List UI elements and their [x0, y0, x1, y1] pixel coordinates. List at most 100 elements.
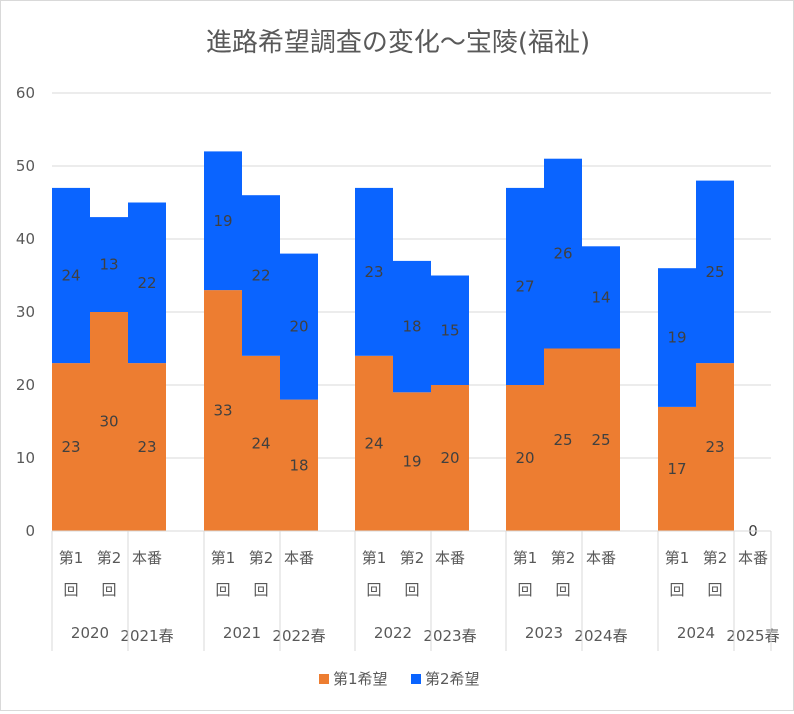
- data-label-first-choice: 18: [289, 456, 308, 474]
- x-tick-label: 回: [101, 581, 116, 599]
- group-spring-label: 2023春: [423, 627, 476, 645]
- data-label-first-choice: 23: [61, 438, 80, 456]
- y-tick-label: 30: [16, 303, 35, 321]
- bar-first-choice: [280, 399, 318, 531]
- legend-swatch: [319, 674, 329, 684]
- group-spring-label: 2021春: [120, 627, 173, 645]
- data-label-second-choice: 19: [667, 329, 686, 347]
- x-tick-label: 第1: [665, 549, 690, 567]
- bar-second-choice: [280, 253, 318, 400]
- data-label-first-choice: 25: [591, 431, 610, 449]
- y-tick-label: 0: [25, 522, 35, 540]
- group-label: 2024: [677, 624, 715, 642]
- bar-first-choice: [128, 363, 166, 531]
- data-label-first-choice: 24: [364, 434, 383, 452]
- bar-second-choice: [696, 180, 734, 364]
- bar-second-choice: [242, 195, 280, 356]
- group-spring-label: 2024春: [574, 627, 627, 645]
- legend-label: 第2希望: [425, 670, 480, 688]
- bar-second-choice: [393, 260, 431, 393]
- bar-first-choice: [393, 392, 431, 531]
- data-label-second-choice: 22: [251, 267, 270, 285]
- bar-second-choice: [204, 151, 242, 291]
- bar-first-choice: [544, 348, 582, 531]
- bar-second-choice: [544, 158, 582, 349]
- data-label-first-choice: 23: [137, 438, 156, 456]
- x-tick-label: 第2: [97, 549, 122, 567]
- data-label-first-choice: 20: [440, 449, 459, 467]
- x-tick-label: 本番: [284, 549, 314, 567]
- bar-first-choice: [52, 363, 90, 531]
- x-tick-label: 回: [404, 581, 419, 599]
- bar-second-choice: [128, 202, 166, 364]
- data-label-second-choice: 20: [289, 318, 308, 336]
- bar-first-choice: [506, 385, 544, 531]
- data-label-second-choice: 26: [553, 245, 572, 263]
- x-tick-label: 第1: [211, 549, 236, 567]
- x-tick-label: 第2: [400, 549, 425, 567]
- y-axis-tick-labels: 0 10 20 30 40 50 60: [16, 84, 35, 540]
- data-label-first-choice: 20: [515, 449, 534, 467]
- legend-label: 第1希望: [333, 670, 388, 688]
- x-tick-label: 回: [707, 581, 722, 599]
- group-label: 2022: [374, 624, 412, 642]
- x-tick-label: 回: [63, 581, 78, 599]
- data-label-first-choice: 23: [705, 438, 724, 456]
- bar-first-choice: [696, 363, 734, 531]
- bar-first-choice: [582, 348, 620, 531]
- x-tick-label: 第1: [513, 549, 538, 567]
- bar-second-choice: [355, 187, 393, 356]
- group-spring-label: 2022春: [272, 627, 325, 645]
- data-label-first-choice: 30: [99, 413, 118, 431]
- group-label: 2020: [71, 624, 109, 642]
- x-tick-label: 本番: [586, 549, 616, 567]
- bar-second-choice: [52, 187, 90, 364]
- x-tick-label: 回: [366, 581, 381, 599]
- x-tick-label: 第2: [703, 549, 728, 567]
- y-tick-label: 60: [16, 84, 35, 102]
- bar-second-choice: [506, 187, 544, 385]
- y-tick-label: 40: [16, 230, 35, 248]
- group-label: 2023: [525, 624, 563, 642]
- data-label-second-choice: 15: [440, 321, 459, 339]
- data-label-second-choice: 24: [61, 267, 80, 285]
- group-label: 2021: [223, 624, 261, 642]
- data-label-second-choice: 25: [705, 263, 724, 281]
- bar-first-choice: [658, 406, 696, 531]
- x-tick-label: 第1: [362, 549, 387, 567]
- data-label-second-choice: 23: [364, 263, 383, 281]
- data-label-second-choice: 19: [213, 212, 232, 230]
- bar-first-choice: [355, 355, 393, 531]
- data-label-first-choice: 24: [251, 434, 270, 452]
- data-label-first-choice: 25: [553, 431, 572, 449]
- data-label-first-choice: 33: [213, 402, 232, 420]
- x-tick-label: 回: [555, 581, 570, 599]
- data-label-second-choice: 13: [99, 256, 118, 274]
- bar-second-choice: [90, 217, 128, 312]
- bar-first-choice: [431, 385, 469, 531]
- bar-second-choice: [582, 246, 620, 349]
- x-tick-label: 第1: [59, 549, 84, 567]
- data-label-second-choice: 14: [591, 288, 610, 306]
- data-label-first-choice: 19: [402, 453, 421, 471]
- data-label-second-choice: 22: [137, 274, 156, 292]
- chart-title: 進路希望調査の変化～宝陵(福祉): [206, 28, 590, 58]
- x-tick-label: 本番: [738, 549, 768, 567]
- x-tick-label: 回: [517, 581, 532, 599]
- group-spring-label: 2025春: [726, 627, 779, 645]
- x-tick-label: 本番: [435, 549, 465, 567]
- x-tick-label: 第2: [249, 549, 274, 567]
- bar-first-choice: [90, 312, 128, 531]
- bar-second-choice: [431, 275, 469, 385]
- bar-series: [52, 151, 734, 531]
- legend: 第1希望 第2希望: [319, 670, 480, 688]
- bar-first-choice: [242, 355, 280, 531]
- data-label-second-choice: 18: [402, 318, 421, 336]
- y-tick-label: 10: [16, 449, 35, 467]
- x-tick-label: 本番: [132, 549, 162, 567]
- x-tick-label: 回: [215, 581, 230, 599]
- x-tick-label: 回: [669, 581, 684, 599]
